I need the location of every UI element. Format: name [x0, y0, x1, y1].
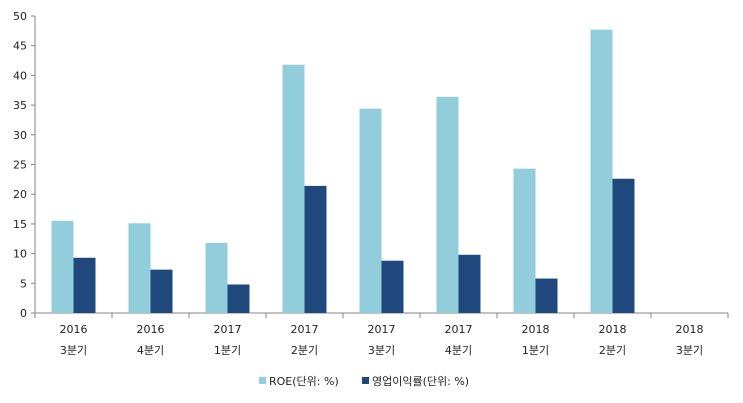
legend: ROE(단위: %) 영업이익률(단위: %) — [259, 375, 469, 388]
bar-roe — [282, 64, 305, 313]
y-tick-label: 25 — [13, 159, 27, 172]
x-label-year: 2016 — [137, 323, 165, 336]
y-axis-ticks: 0 5 10 15 20 25 30 35 40 45 50 — [13, 10, 35, 320]
bar-operating-margin — [150, 269, 173, 313]
x-label-quarter: 2분기 — [291, 344, 318, 357]
bar-operating-margin — [381, 260, 404, 313]
bar-operating-margin — [535, 278, 558, 313]
legend-swatch — [259, 377, 266, 384]
bar-roe — [513, 168, 536, 313]
x-label-year: 2017 — [445, 323, 473, 336]
bar-operating-margin — [458, 254, 481, 313]
x-label-year: 2018 — [676, 323, 704, 336]
bar-operating-margin — [612, 178, 635, 313]
x-label-year: 2017 — [368, 323, 396, 336]
x-label-year: 2018 — [599, 323, 627, 336]
bar-roe — [51, 220, 74, 313]
legend-swatch — [362, 377, 369, 384]
y-tick-label: 35 — [13, 99, 27, 112]
bar-operating-margin — [304, 185, 327, 313]
x-label-year: 2016 — [60, 323, 88, 336]
x-label-year: 2017 — [291, 323, 319, 336]
x-label-quarter: 3분기 — [60, 344, 87, 357]
x-label-quarter: 1분기 — [214, 344, 241, 357]
bar-roe — [128, 223, 151, 313]
y-tick-label: 10 — [13, 248, 27, 261]
bar-roe — [205, 242, 228, 313]
y-tick-label: 0 — [20, 307, 27, 320]
x-label-year: 2018 — [522, 323, 550, 336]
x-label-quarter: 3분기 — [676, 344, 703, 357]
y-tick-label: 15 — [13, 218, 27, 231]
legend-label: 영업이익률(단위: %) — [372, 375, 469, 388]
legend-label: ROE(단위: %) — [269, 375, 339, 388]
y-tick-label: 5 — [20, 277, 27, 290]
y-tick-label: 20 — [13, 188, 27, 201]
y-tick-label: 40 — [13, 69, 27, 82]
x-axis-labels: 2016 3분기 2016 4분기 2017 1분기 2017 2분기 2017 3분기 2017 4… — [60, 323, 704, 357]
x-label-quarter: 4분기 — [137, 344, 164, 357]
y-tick-label: 45 — [13, 40, 27, 53]
x-label-year: 2017 — [214, 323, 242, 336]
bar-roe — [436, 96, 459, 313]
y-tick-label: 50 — [13, 10, 27, 23]
x-axis-ticks — [34, 313, 729, 318]
x-label-quarter: 4분기 — [445, 344, 472, 357]
x-label-quarter: 3분기 — [368, 344, 395, 357]
bar-operating-margin — [73, 257, 96, 313]
y-tick-label: 30 — [13, 129, 27, 142]
x-label-quarter: 2분기 — [599, 344, 626, 357]
bar-series — [51, 29, 635, 314]
bar-roe — [590, 29, 613, 314]
bar-roe — [359, 108, 382, 313]
x-label-quarter: 1분기 — [522, 344, 549, 357]
bar-operating-margin — [227, 284, 250, 313]
